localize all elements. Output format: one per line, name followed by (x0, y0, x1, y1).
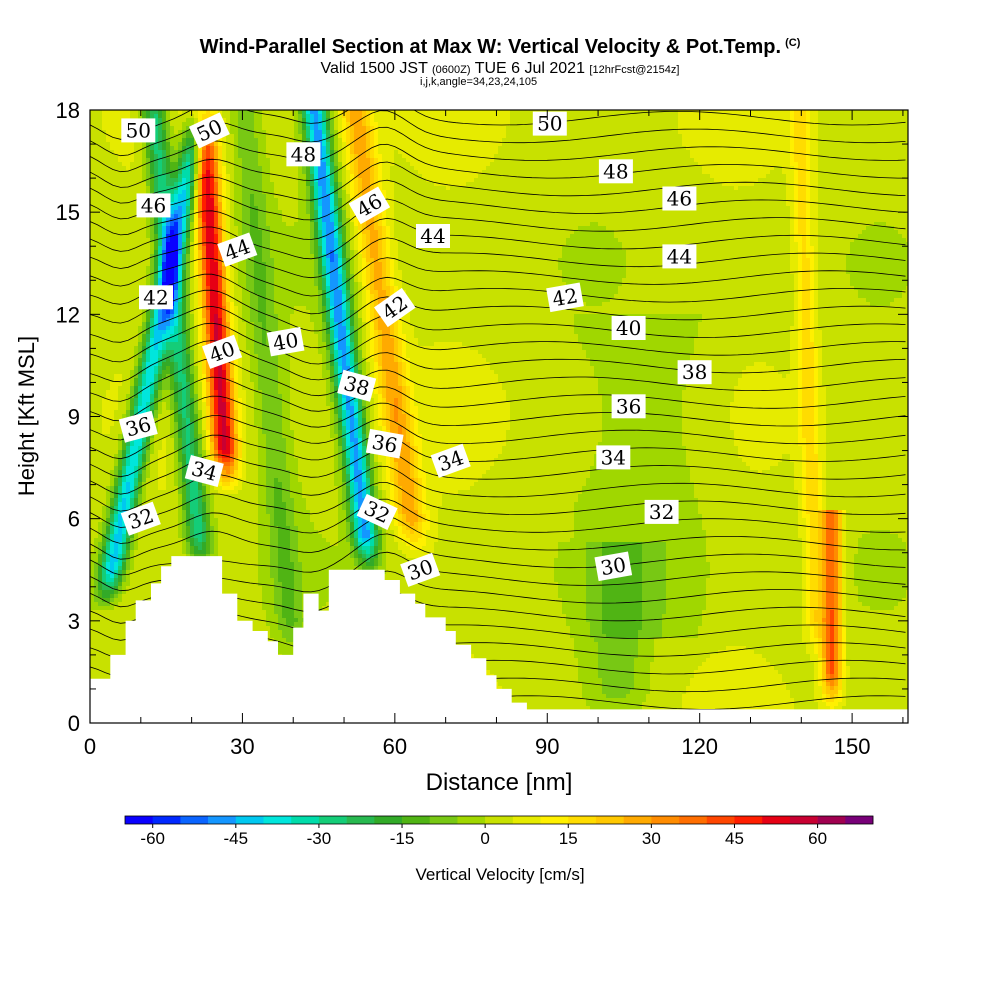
contour-label-text: 44 (667, 244, 692, 268)
colorbar-segment (762, 816, 790, 824)
colorbar-segment (457, 816, 485, 824)
contour-label-text: 46 (667, 187, 692, 211)
contour-label-text: 48 (603, 159, 628, 183)
colorbar-segment (651, 816, 679, 824)
colorbar-segment (845, 816, 873, 824)
contour-label-text: 34 (601, 445, 626, 469)
colorbar-tick-label: 0 (480, 829, 489, 848)
colorbar-segment (236, 816, 264, 824)
x-tick-label: 0 (84, 734, 96, 759)
colorbar-segment (513, 816, 541, 824)
colorbar: -60 -45 -30 -15 0 15 30 45 60 (125, 816, 873, 848)
colorbar-segment (264, 816, 292, 824)
y-tick-label: 12 (56, 302, 80, 327)
colorbar-tick-label: 15 (559, 829, 578, 848)
contour-label: 46 (137, 193, 171, 217)
x-axis-label: Distance [nm] (426, 769, 573, 796)
colorbar-segment (125, 816, 153, 824)
colorbar-tick-label: -45 (224, 829, 249, 848)
colorbar-segment (624, 816, 652, 824)
colorbar-tick-label: -15 (390, 829, 415, 848)
contour-label-text: 46 (141, 193, 166, 217)
colorbar-segment (707, 816, 735, 824)
colorbar-segment (180, 816, 208, 824)
colorbar-segment (679, 816, 707, 824)
colorbar-segment (790, 816, 818, 824)
colorbar-segment (818, 816, 846, 824)
contour-label-text: 44 (420, 224, 445, 248)
x-tick-label: 90 (535, 734, 559, 759)
contour-label-text: 36 (616, 394, 641, 418)
colorbar-tick-label: 45 (725, 829, 744, 848)
contour-label-text: 48 (291, 142, 316, 166)
contour-label: 50 (121, 118, 155, 142)
colorbar-tick-label: -60 (140, 829, 165, 848)
colorbar-segment (208, 816, 236, 824)
colorbar-segment (596, 816, 624, 824)
contour-label: 40 (612, 316, 646, 340)
contour-label-text: 40 (271, 328, 300, 356)
cross-section-chart: 50 5048504846 46 4644 444442 42 4240 40 4038 3836… (0, 0, 1000, 1000)
colorbar-segment (291, 816, 319, 824)
contour-label-text: 42 (143, 285, 168, 309)
contour-label: 46 (662, 187, 696, 211)
contour-label-text: 50 (537, 112, 562, 136)
x-tick-label: 150 (834, 734, 871, 759)
contour-label-text: 36 (370, 430, 399, 458)
contour-label: 36 (612, 394, 646, 418)
contour-label-text: 30 (599, 552, 628, 580)
x-tick-label: 30 (230, 734, 254, 759)
contour-label: 44 (416, 224, 450, 248)
y-axis-label: Height [Kft MSL] (14, 336, 39, 496)
colorbar-tick-label: -30 (307, 829, 332, 848)
colorbar-segment (568, 816, 596, 824)
contour-label-text: 38 (682, 360, 707, 384)
colorbar-segment (319, 816, 347, 824)
contour-label-text: 42 (550, 283, 579, 311)
colorbar-label: Vertical Velocity [cm/s] (415, 865, 584, 884)
colorbar-tick-label: 60 (808, 829, 827, 848)
contour-label: 42 (139, 285, 173, 309)
colorbar-segment (374, 816, 402, 824)
contour-label: 44 (662, 244, 696, 268)
contour-label: 34 (596, 445, 630, 469)
contour-label-text: 32 (649, 500, 674, 524)
y-tick-label: 3 (68, 609, 80, 634)
colorbar-segment (485, 816, 513, 824)
colorbar-segment (541, 816, 569, 824)
colorbar-segment (402, 816, 430, 824)
y-tick-label: 15 (56, 200, 80, 225)
x-tick-label: 60 (383, 734, 407, 759)
colorbar-segment (734, 816, 762, 824)
y-tick-label: 0 (68, 711, 80, 736)
contour-label: 48 (599, 159, 633, 183)
contour-label: 48 (286, 142, 320, 166)
y-tick-label: 6 (68, 507, 80, 532)
contour-label-text: 50 (126, 118, 151, 142)
contour-label: 50 (533, 112, 567, 136)
colorbar-tick-label: 30 (642, 829, 661, 848)
colorbar-segment (347, 816, 375, 824)
colorbar-segment (430, 816, 458, 824)
contour-label-text: 40 (616, 316, 641, 340)
contour-label: 38 (678, 360, 712, 384)
contour-label: 32 (645, 500, 679, 524)
y-tick-label: 18 (56, 98, 80, 123)
x-tick-label: 120 (681, 734, 718, 759)
colorbar-segment (153, 816, 181, 824)
y-tick-label: 9 (68, 405, 80, 430)
